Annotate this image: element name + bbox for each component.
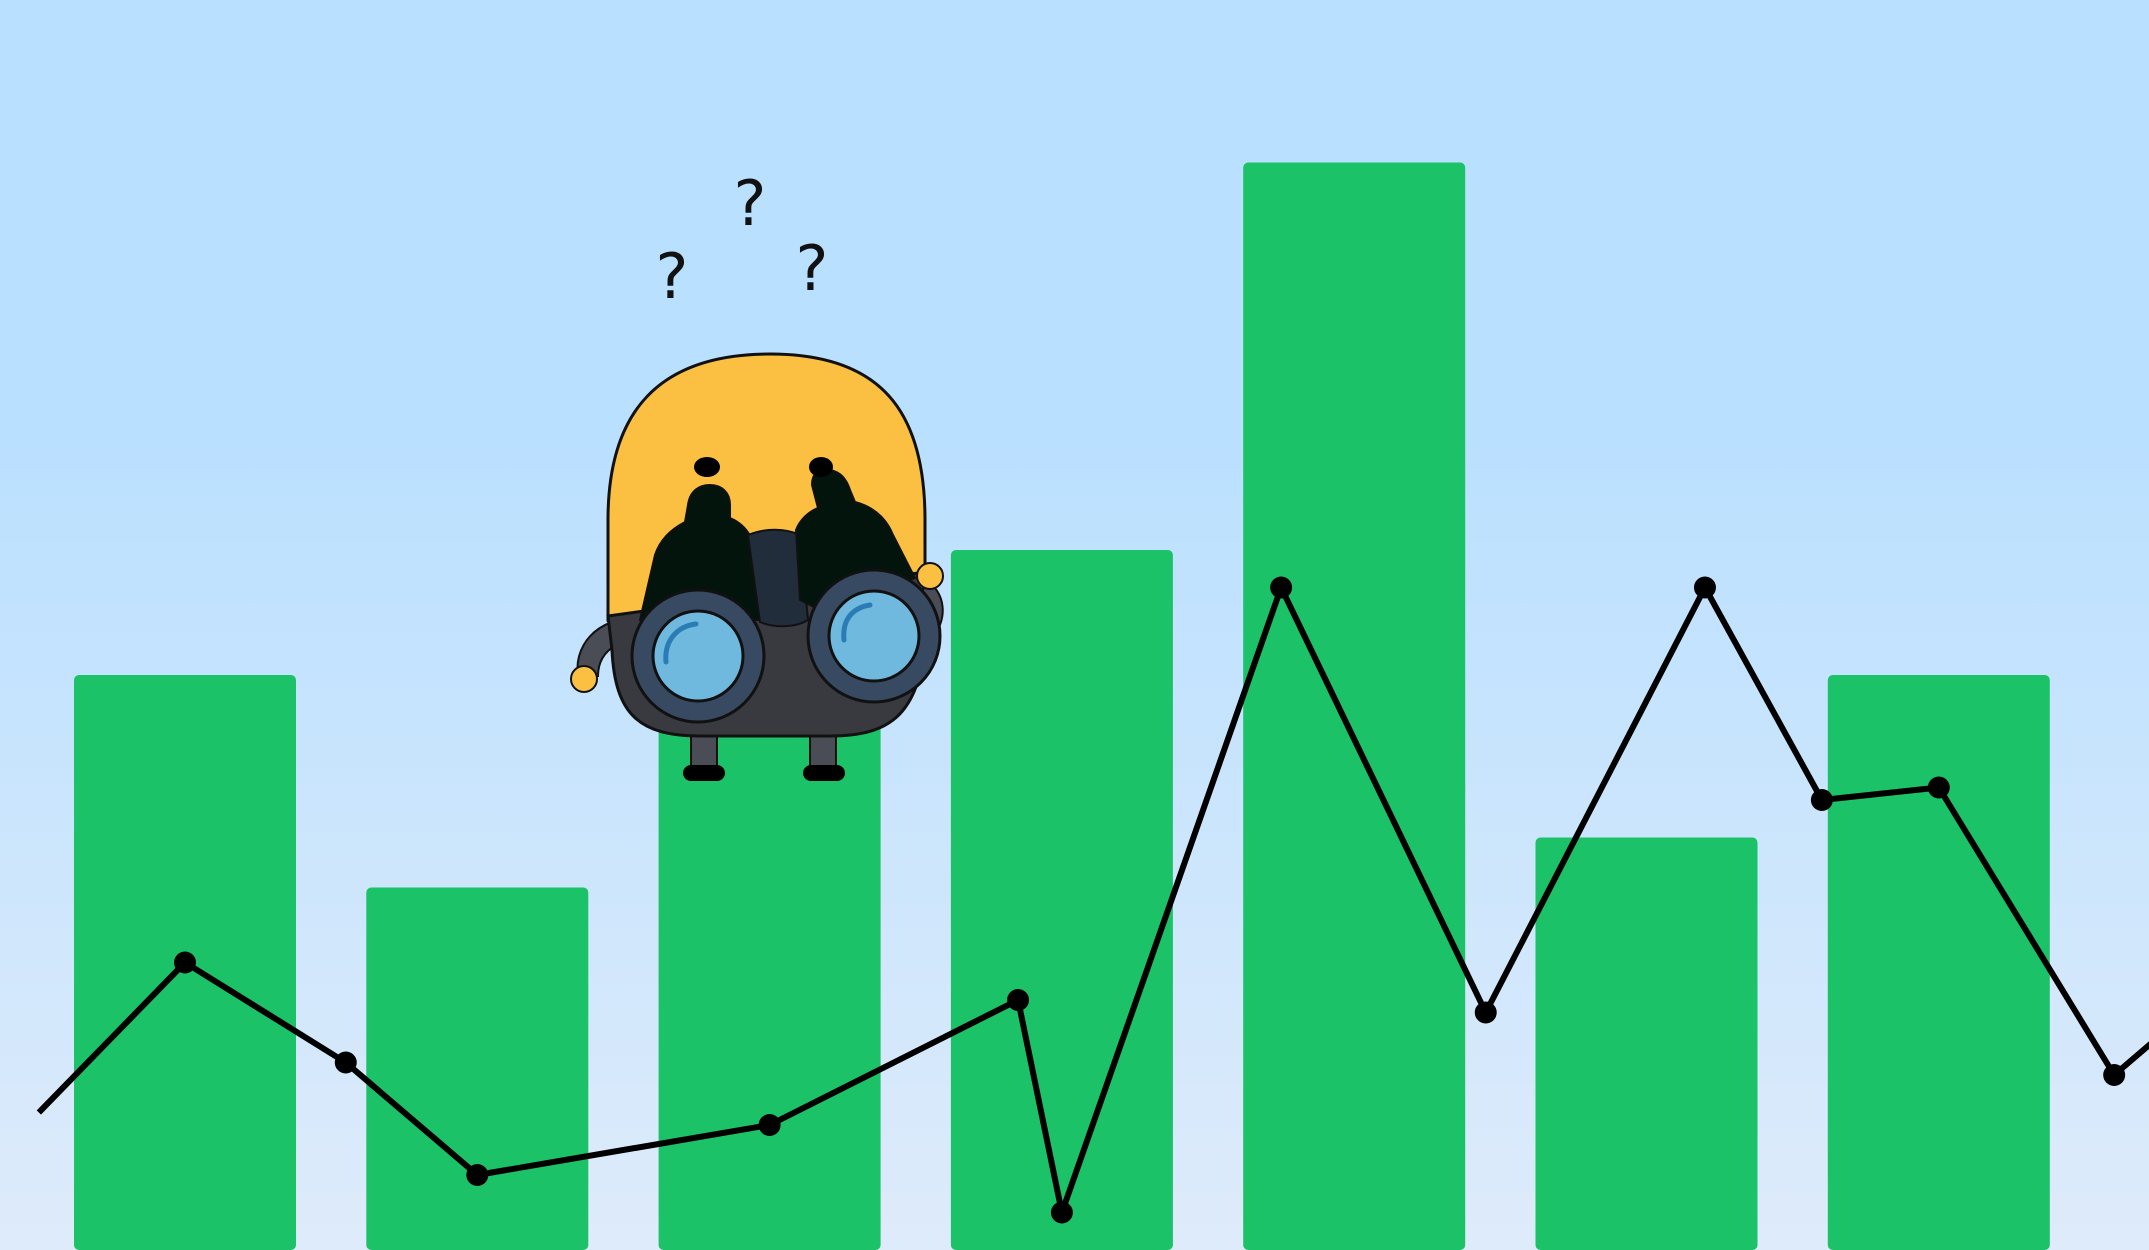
line-point-7 [1270,576,1293,599]
binoculars-character [570,352,944,781]
bar-6 [1535,837,1758,1250]
question-mark-center: ? [734,167,767,240]
line-point-11 [1927,776,1950,799]
left-hand [570,665,598,693]
right-lens-shine [841,602,873,643]
line-point-9 [1693,576,1716,599]
question-mark-left: ? [656,240,689,313]
line-point-8 [1474,1001,1497,1024]
binocular-bridge [746,528,810,628]
binocular-left-barrel [638,483,762,621]
question-mark-right: ? [796,232,829,305]
bar-series [74,162,2050,1250]
line-point-2 [334,1051,357,1074]
line-point-5 [1007,989,1030,1011]
bar-5 [1243,162,1466,1250]
bar-3 [658,675,881,1250]
line-point-12 [2103,1064,2126,1086]
line-point-4 [758,1114,781,1136]
bar-7 [1827,675,2050,1250]
line-point-6 [1050,1201,1073,1224]
left-lens-shine [663,621,699,665]
line-series [36,576,2149,1224]
binocular-eyepiece-left [694,457,720,477]
question-marks: ? ? ? [656,167,829,313]
trend-line [36,584,2149,1216]
left-foot [683,765,725,781]
right-foot [803,765,845,781]
line-point-10 [1810,789,1833,811]
line-point-1 [174,951,196,974]
right-hand [916,562,944,590]
bar-4 [950,550,1173,1250]
line-point-3 [466,1164,489,1186]
binocular-eyepiece-right [809,457,833,477]
bar-2 [366,887,589,1250]
